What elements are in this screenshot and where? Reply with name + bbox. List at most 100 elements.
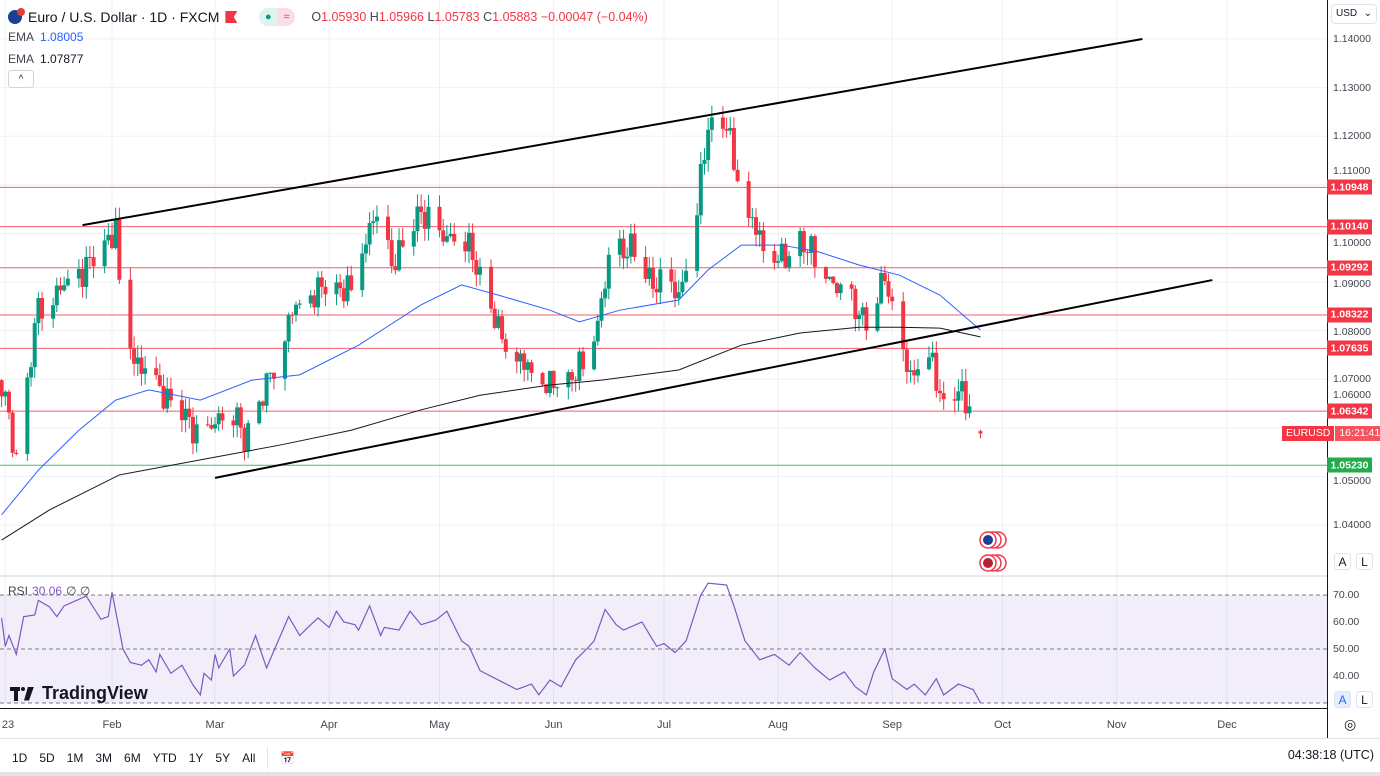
trendline (214, 279, 1213, 479)
chevron-up-icon: ^ (18, 73, 24, 85)
price-tick: 1.13000 (1333, 81, 1371, 94)
candle-body (581, 351, 586, 370)
candle-body (341, 288, 346, 302)
price-axis[interactable] (1327, 0, 1380, 738)
ema-fast-legend[interactable]: EMA 1.08005 (8, 30, 83, 44)
symbol-label: EURUSD (1282, 426, 1335, 441)
candle-body (809, 236, 814, 253)
range-button-all[interactable]: All (242, 750, 256, 765)
change-value: −0.00047 (−0.04%) (540, 10, 648, 24)
range-button-1d[interactable]: 1D (12, 750, 28, 765)
candle-body (231, 420, 236, 426)
candle-body (658, 269, 663, 293)
candle-body (220, 413, 225, 421)
candle-body (29, 367, 34, 378)
log-scale-button[interactable]: L (1356, 553, 1373, 570)
range-button-3m[interactable]: 3M (95, 750, 113, 765)
flag-icon[interactable] (225, 11, 238, 23)
candle-body (154, 368, 159, 376)
candle-body (91, 257, 96, 267)
level-price-label: 1.10948 (1327, 179, 1372, 195)
open-value: 1.05930 (321, 10, 367, 24)
candle-body (463, 241, 468, 252)
rsi-log-scale-button[interactable]: L (1356, 691, 1373, 708)
candle-body (209, 425, 214, 429)
status-pill[interactable]: ● ≈ (259, 8, 296, 26)
ema-slow-legend[interactable]: EMA 1.07877 (8, 52, 83, 66)
footer-strip (0, 772, 1380, 776)
candle-body (213, 424, 218, 429)
candle-body (930, 352, 935, 358)
candle-body (106, 234, 111, 241)
candle-body (514, 351, 519, 362)
rsi-auto-scale-button[interactable]: A (1334, 691, 1351, 708)
range-button-ytd[interactable]: YTD (152, 750, 177, 765)
go-to-date-icon[interactable]: 📅 (280, 750, 296, 765)
candle-body (632, 233, 637, 257)
level-price-label: 1.10140 (1327, 219, 1372, 235)
candle-body (312, 295, 317, 308)
symbol-title[interactable]: Euro / U.S. Dollar · 1D · FXCM (28, 9, 220, 25)
collapse-legend-button[interactable]: ^ (8, 70, 34, 88)
candle-body (422, 211, 427, 229)
range-button-1y[interactable]: 1Y (188, 750, 204, 765)
rsi-legend[interactable]: RSI 30.06 ∅ ∅ (8, 584, 90, 598)
candle-body (260, 401, 265, 406)
time-label: Oct (993, 719, 1012, 731)
candle-body (205, 424, 210, 426)
candle-body (673, 281, 678, 299)
candle-body (702, 159, 707, 164)
clock[interactable]: 04:38:18 (UTC) (1287, 748, 1374, 762)
candle-body (544, 384, 549, 394)
range-button-6m[interactable]: 6M (124, 750, 141, 765)
price-tick: 1.09000 (1333, 278, 1371, 290)
candle-body (823, 266, 828, 279)
time-label: Apr (320, 719, 338, 731)
candle-body (890, 296, 895, 302)
candle-body (684, 270, 689, 282)
time-axis[interactable]: 23 Feb Mar Apr May Jun Jul Aug Sep Oct Nov Dec (0, 708, 1327, 738)
low-value: 1.05783 (434, 10, 480, 24)
candle-body (143, 368, 148, 374)
candle-body (728, 127, 733, 131)
eur-usd-flag-icon (8, 8, 25, 24)
price-tick: 1.05000 (1333, 475, 1371, 488)
candle-body (882, 272, 887, 282)
candle-body (669, 269, 674, 282)
candle-body (595, 320, 600, 342)
range-button-1m[interactable]: 1M (66, 750, 84, 765)
ema-slow-line (1, 326, 981, 541)
candle-body (36, 298, 41, 324)
candle-body (650, 267, 655, 289)
time-label: Feb (102, 719, 122, 731)
candle-body (363, 244, 368, 254)
time-label: May (429, 719, 450, 731)
candle-body (503, 339, 508, 352)
candle-body (290, 314, 295, 316)
candle-body (606, 254, 611, 289)
candle-body (345, 275, 350, 302)
price-chart[interactable] (0, 0, 1327, 708)
candle-body (787, 256, 792, 268)
candle-body (952, 399, 957, 401)
range-button-5y[interactable]: 5Y (215, 750, 231, 765)
currency-select[interactable]: USD ⌄ (1331, 4, 1377, 24)
range-button-5d[interactable]: 5D (39, 750, 55, 765)
candle-body (967, 406, 972, 414)
range-bar: 1D 5D 1M 3M 6M YTD 1Y 5Y All 📅 (0, 738, 1380, 776)
candle-body (58, 285, 63, 291)
candle-body (441, 230, 446, 242)
candle-body (183, 408, 188, 421)
candle-body (25, 377, 30, 454)
settings-icon[interactable]: ◎ (1344, 716, 1357, 732)
candle-body (6, 391, 11, 413)
candle-body (603, 288, 608, 299)
candle-body (849, 284, 854, 289)
candle-body (132, 348, 137, 364)
candle-body (875, 303, 880, 331)
time-label: 23 (1, 719, 15, 731)
candle-body (783, 243, 788, 268)
candle-body (518, 353, 523, 362)
auto-scale-button[interactable]: A (1334, 553, 1351, 570)
candle-body (393, 266, 398, 271)
